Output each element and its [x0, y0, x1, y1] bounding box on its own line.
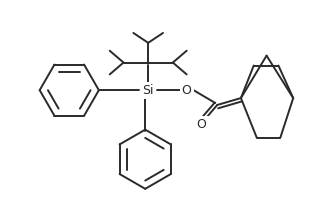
Text: O: O — [182, 84, 191, 97]
Text: O: O — [197, 118, 206, 131]
Text: Si: Si — [143, 84, 154, 97]
